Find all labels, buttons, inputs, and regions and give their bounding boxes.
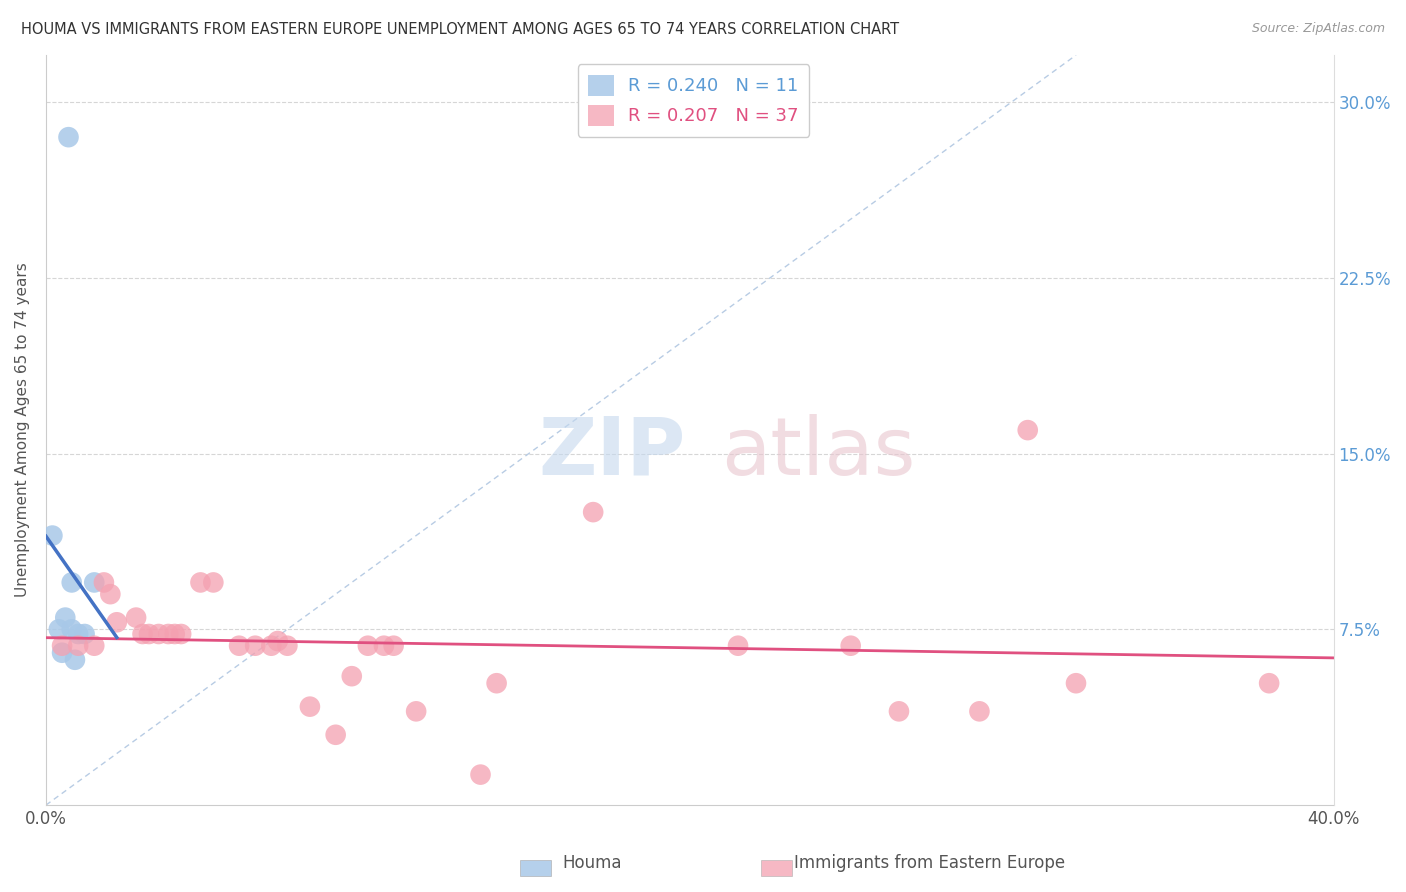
- Point: [138, 627, 160, 641]
- Point: [727, 639, 749, 653]
- Text: Immigrants from Eastern Europe: Immigrants from Eastern Europe: [794, 855, 1066, 872]
- Point: [340, 669, 363, 683]
- Text: atlas: atlas: [721, 414, 915, 491]
- Point: [260, 639, 283, 653]
- Point: [83, 639, 105, 653]
- Point: [382, 639, 405, 653]
- Point: [839, 639, 862, 653]
- Point: [170, 627, 193, 641]
- Point: [485, 676, 508, 690]
- Text: Houma: Houma: [562, 855, 621, 872]
- Point: [125, 610, 148, 624]
- Point: [1258, 676, 1281, 690]
- Point: [163, 627, 186, 641]
- Point: [470, 767, 492, 781]
- Point: [51, 639, 73, 653]
- Point: [60, 623, 83, 637]
- Text: Source: ZipAtlas.com: Source: ZipAtlas.com: [1251, 22, 1385, 36]
- Point: [190, 575, 212, 590]
- Point: [1064, 676, 1087, 690]
- Text: HOUMA VS IMMIGRANTS FROM EASTERN EUROPE UNEMPLOYMENT AMONG AGES 65 TO 74 YEARS C: HOUMA VS IMMIGRANTS FROM EASTERN EUROPE …: [21, 22, 900, 37]
- Point: [405, 704, 427, 718]
- Point: [969, 704, 991, 718]
- Point: [325, 728, 347, 742]
- Point: [131, 627, 153, 641]
- Point: [60, 575, 83, 590]
- Legend: R = 0.240   N = 11, R = 0.207   N = 37: R = 0.240 N = 11, R = 0.207 N = 37: [578, 64, 810, 136]
- Point: [83, 575, 105, 590]
- Point: [276, 639, 298, 653]
- Point: [1017, 423, 1039, 437]
- Point: [53, 610, 76, 624]
- Point: [48, 623, 70, 637]
- Point: [228, 639, 250, 653]
- Point: [67, 627, 90, 641]
- Point: [157, 627, 180, 641]
- Point: [73, 627, 96, 641]
- Point: [148, 627, 170, 641]
- Point: [105, 615, 128, 630]
- Point: [41, 528, 63, 542]
- Point: [98, 587, 121, 601]
- Point: [582, 505, 605, 519]
- Point: [373, 639, 395, 653]
- Point: [58, 130, 80, 145]
- Point: [357, 639, 380, 653]
- Point: [298, 699, 321, 714]
- Point: [887, 704, 910, 718]
- Point: [93, 575, 115, 590]
- Text: ZIP: ZIP: [538, 414, 686, 491]
- Y-axis label: Unemployment Among Ages 65 to 74 years: Unemployment Among Ages 65 to 74 years: [15, 263, 30, 598]
- Point: [267, 634, 290, 648]
- Point: [51, 646, 73, 660]
- Point: [202, 575, 225, 590]
- Point: [63, 653, 86, 667]
- Point: [245, 639, 267, 653]
- Point: [67, 639, 90, 653]
